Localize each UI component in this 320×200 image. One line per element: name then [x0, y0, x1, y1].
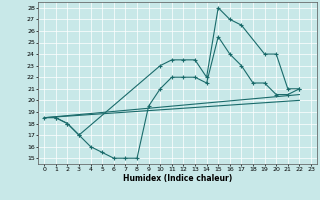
X-axis label: Humidex (Indice chaleur): Humidex (Indice chaleur) [123, 174, 232, 183]
